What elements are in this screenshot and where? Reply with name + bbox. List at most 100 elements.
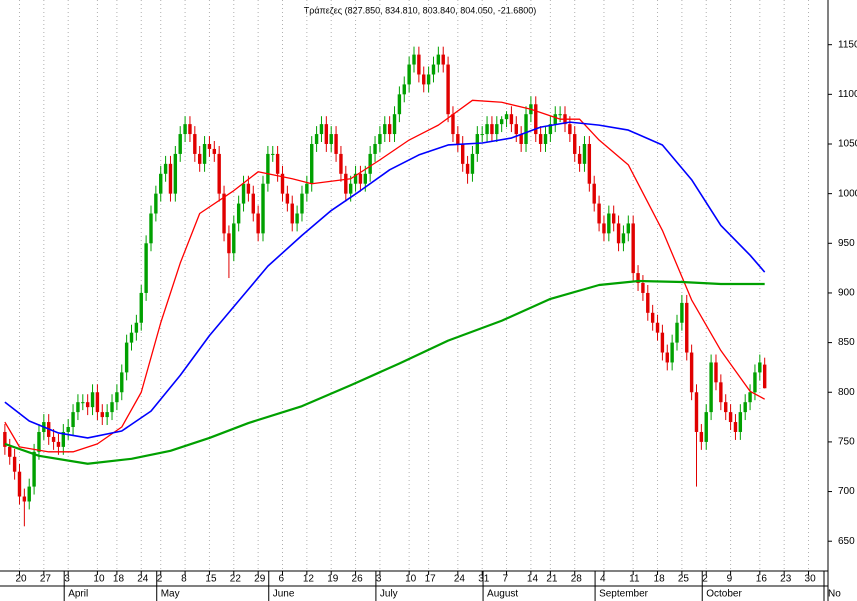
x-tick-label: 6 (278, 574, 284, 585)
candle-body (71, 412, 75, 428)
candle-body (621, 233, 626, 244)
candle-body (504, 114, 509, 120)
candle-body (387, 124, 392, 135)
candle-body (280, 173, 285, 194)
x-tick-label: 12 (303, 574, 315, 585)
candle-body (689, 352, 694, 393)
candle-body (115, 392, 119, 403)
candle-body (197, 153, 202, 164)
moving-average-line (4, 121, 766, 439)
candle-body (334, 134, 338, 154)
candle-body (461, 143, 465, 164)
candle-body (446, 64, 450, 115)
candle-body (704, 412, 708, 442)
candle-body (314, 134, 319, 144)
candle-body (290, 203, 294, 224)
x-tick-label: 24 (137, 574, 149, 585)
candle-body (738, 412, 743, 432)
candle-body (256, 213, 260, 234)
x-tick-label: 10 (405, 574, 417, 585)
candle-body (733, 422, 738, 432)
candle-body (553, 114, 557, 125)
candle-body (202, 143, 207, 164)
x-tick-label: 9 (727, 574, 733, 585)
candle-body (728, 412, 733, 423)
candle-body (397, 94, 402, 115)
candle-body (217, 153, 221, 194)
candle-body (134, 322, 139, 333)
candle-body (353, 173, 358, 184)
x-tick-label: 19 (327, 574, 339, 585)
candle-body (573, 134, 577, 154)
y-tick-label: 800 (838, 387, 855, 398)
candle-body (582, 143, 587, 164)
candle-body (363, 173, 367, 184)
candle-body (534, 104, 538, 135)
candle-body (261, 183, 265, 234)
month-label: September (599, 589, 649, 600)
candle-body (373, 143, 377, 154)
candle-body (431, 64, 436, 75)
x-tick-label: 17 (425, 574, 437, 585)
candle-body (241, 183, 246, 204)
candle-body (587, 143, 592, 184)
candle-body (577, 153, 582, 164)
candle-body (17, 471, 22, 497)
candle-body (402, 84, 406, 95)
candle-body (714, 362, 718, 383)
candle-body (61, 431, 66, 447)
candle-body (163, 163, 168, 174)
candle-body (271, 153, 275, 155)
x-tick-label: 26 (352, 574, 364, 585)
x-tick-label: 27 (40, 574, 52, 585)
candle-body (568, 124, 572, 135)
y-tick-label: 1150 (838, 39, 857, 50)
candle-body (665, 352, 669, 363)
candle-body (232, 223, 236, 254)
candle-body (324, 124, 329, 144)
x-tick-label: 2 (157, 574, 163, 585)
x-tick-label: 20 (15, 574, 27, 585)
candle-body (236, 203, 241, 224)
candle-body (168, 163, 173, 194)
month-label: April (68, 589, 88, 600)
candle-body (300, 193, 304, 214)
candle-body (655, 322, 660, 333)
x-tick-label: 18 (113, 574, 125, 585)
candle-body (592, 183, 596, 204)
candle-body (480, 134, 484, 136)
candle-body (495, 124, 499, 135)
candle-body (193, 134, 197, 154)
candle-body (417, 54, 421, 75)
candle-body (607, 213, 611, 234)
candle-body (144, 243, 148, 293)
candle-body (538, 134, 543, 144)
candle-body (758, 362, 762, 373)
x-tick-label: 10 (93, 574, 105, 585)
y-tick-label: 650 (838, 536, 855, 547)
candle-body (378, 134, 382, 144)
candle-body (85, 402, 90, 408)
y-tick-label: 950 (838, 238, 855, 249)
candle-body (441, 54, 445, 65)
x-tick-label: 8 (181, 574, 187, 585)
candle-body (285, 193, 290, 204)
candle-body (524, 114, 528, 144)
x-tick-label: 16 (756, 574, 768, 585)
x-tick-label: 2 (702, 574, 708, 585)
x-tick-label: 31 (478, 574, 490, 585)
month-label: July (380, 589, 398, 600)
moving-average-line (4, 279, 765, 465)
candle-body (76, 402, 80, 413)
candle-body (368, 153, 372, 174)
candle-body (426, 74, 431, 85)
x-tick-label: 24 (454, 574, 466, 585)
x-tick-label: 4 (600, 574, 606, 585)
x-tick-label: 22 (230, 574, 242, 585)
candle-body (129, 332, 134, 343)
candle-body (509, 114, 514, 125)
candle-body (51, 436, 56, 442)
candle-body (743, 402, 747, 413)
